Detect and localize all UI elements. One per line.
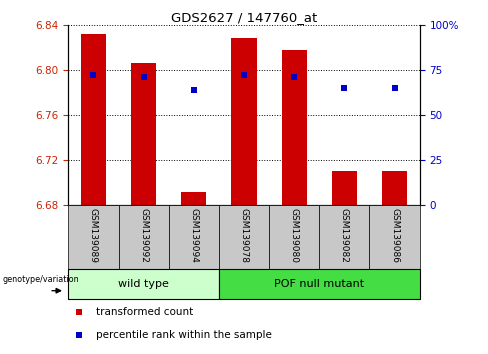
Text: GSM139092: GSM139092 xyxy=(139,209,148,263)
Bar xyxy=(181,192,206,205)
Bar xyxy=(131,63,156,205)
Text: wild type: wild type xyxy=(118,279,169,289)
Bar xyxy=(382,171,407,205)
Bar xyxy=(231,38,257,205)
Bar xyxy=(332,171,357,205)
Text: POF null mutant: POF null mutant xyxy=(274,279,365,289)
Bar xyxy=(68,205,119,269)
Text: GSM139089: GSM139089 xyxy=(89,209,98,263)
Text: GSM139078: GSM139078 xyxy=(240,209,248,263)
Bar xyxy=(81,34,106,205)
Bar xyxy=(169,205,219,269)
Text: genotype/variation: genotype/variation xyxy=(3,275,80,284)
Text: GSM139094: GSM139094 xyxy=(189,209,198,263)
Bar xyxy=(269,205,319,269)
Bar xyxy=(282,50,307,205)
Text: GSM139086: GSM139086 xyxy=(390,209,399,263)
Bar xyxy=(319,205,369,269)
Bar xyxy=(219,269,420,299)
Text: percentile rank within the sample: percentile rank within the sample xyxy=(97,330,272,340)
Bar xyxy=(119,205,169,269)
Text: GSM139080: GSM139080 xyxy=(290,209,299,263)
Text: transformed count: transformed count xyxy=(97,307,194,317)
Bar xyxy=(369,205,420,269)
Text: GSM139082: GSM139082 xyxy=(340,209,349,263)
Bar xyxy=(219,205,269,269)
Title: GDS2627 / 147760_at: GDS2627 / 147760_at xyxy=(171,11,317,24)
Bar xyxy=(68,269,219,299)
